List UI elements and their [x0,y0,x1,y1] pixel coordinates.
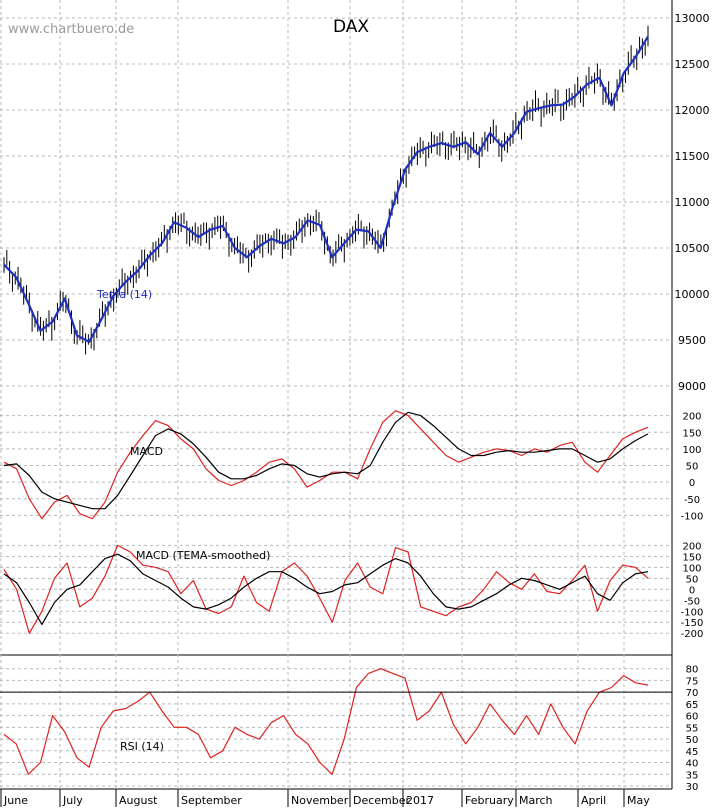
y-tick-label: 11000 [675,196,710,209]
tema-line [3,35,649,343]
y-tick-label: -50 [684,495,700,506]
macd-line [3,410,649,520]
y-tick-label: 45 [686,747,699,758]
rsi-line [3,668,649,775]
y-tick-label: 30 [686,782,699,793]
x-month-label: 2017 [406,794,434,807]
y-tick-label: -150 [681,618,704,629]
x-month-label: March [519,794,553,807]
y-tick-label: 100 [682,445,701,456]
y-tick-label: -100 [681,511,704,522]
indicator-lines [3,35,649,775]
x-month-label: June [3,794,28,807]
y-tick-label: 11500 [675,150,710,163]
rsi-panel-label: RSI (14) [120,740,164,753]
y-tick-label: 60 [686,712,699,723]
grid-lines [0,0,672,789]
y-tick-label: 50 [686,462,699,473]
macd-tema-panel-label: MACD (TEMA-smoothed) [136,549,270,562]
watermark: www.chartbuero.de [8,22,134,37]
x-month-label: August [119,794,158,807]
macd-tema-signal-line [3,553,649,626]
y-tick-label: 40 [686,759,699,770]
y-tick-label: -100 [681,607,704,618]
x-month-label: April [581,794,606,807]
macd-panel-label: MACD [130,445,163,458]
y-tick-label: 10500 [675,242,710,255]
chart-title: DAX [333,17,369,37]
y-tick-label: 50 [686,574,699,585]
y-tick-label: 200 [682,412,701,423]
y-tick-label: 65 [686,700,699,711]
y-tick-label: 200 [682,541,701,552]
macd-signal-line [3,411,649,510]
x-axis-month-labels: June July August September November December2… [0,789,650,807]
x-month-label: February [465,794,514,807]
y-tick-label: 100 [682,563,701,574]
y-tick-label: 150 [682,428,701,439]
y-tick-label: 0 [689,478,695,489]
y-tick-label: 50 [686,735,699,746]
tema-legend-label: Tema (14) [96,288,152,301]
x-month-label: July [62,794,83,807]
y-tick-label: 80 [686,665,699,676]
x-month-label: May [627,794,650,807]
y-tick-label: 0 [689,585,695,596]
x-month-label: December [353,794,411,807]
y-tick-label: -200 [681,629,704,640]
y-tick-label: 55 [686,723,699,734]
y-tick-label: 150 [682,552,701,563]
y-tick-label: 13000 [675,12,710,25]
y-tick-label: 35 [686,770,699,781]
y-tick-label: 10000 [675,288,710,301]
y-tick-label: 12000 [675,104,710,117]
axis-tick-labels: 1300012500120001150011000105001000095009… [675,12,710,793]
y-tick-label: -50 [684,596,700,607]
y-tick-label: 12500 [675,58,710,71]
y-tick-label: 75 [686,676,699,687]
x-month-label: November [291,794,349,807]
x-month-label: September [181,794,242,807]
y-tick-label: 9500 [678,334,706,347]
y-tick-label: 9000 [678,380,706,393]
y-tick-label: 70 [686,688,699,699]
